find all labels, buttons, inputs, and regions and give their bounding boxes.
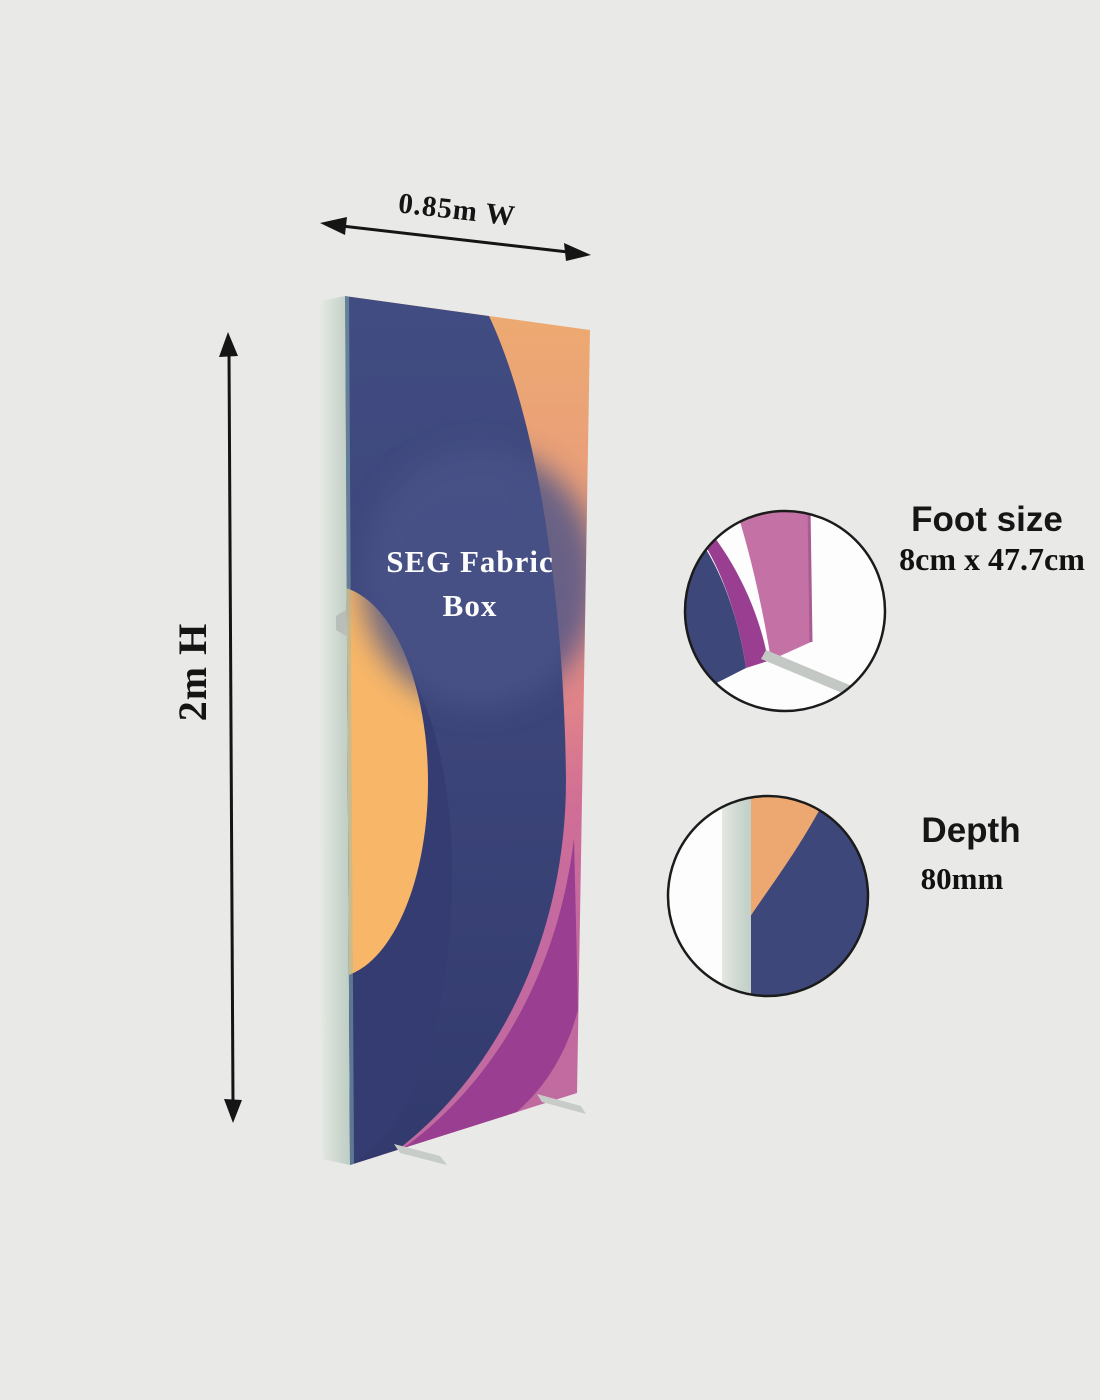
width-dimension-arrow [320, 217, 591, 261]
depth-zoom-side-panel [722, 796, 751, 996]
left-edge-highlight [345, 296, 354, 1165]
depth-circle-rim [666, 794, 870, 998]
banner-foot-left [394, 1144, 447, 1165]
depth-zoom-orange [750, 796, 828, 917]
height-dimension-arrow [219, 332, 242, 1123]
banner-face [345, 296, 590, 1165]
depth-value: 80mm [920, 861, 1004, 896]
banner-side-panel [317, 296, 350, 1165]
banner-foot-right [537, 1094, 586, 1114]
banner-title: SEG Fabric Box [350, 540, 590, 628]
banner-title-line1: SEG Fabric [386, 544, 554, 579]
width-arrowhead-left [320, 217, 347, 235]
yellow-circle [345, 586, 428, 978]
foot-zoom-magenta [688, 512, 768, 668]
foot-zoom-navy [685, 520, 746, 700]
height-arrowhead-bottom [224, 1099, 242, 1123]
height-arrowhead-top [219, 332, 238, 357]
depth-callout-circle [666, 794, 870, 998]
foot-zoom-pink-panel [737, 511, 811, 660]
width-arrow-line [341, 224, 569, 254]
height-dimension-label: 2m H [170, 622, 215, 722]
depth-title: Depth [921, 811, 1021, 850]
magenta-swoosh [370, 838, 578, 1165]
foot-size-value: 8cm x 47.7cm [899, 541, 1085, 577]
foot-zoom-panel-edge [807, 511, 813, 643]
height-arrow-line [227, 351, 235, 1104]
foot-size-title: Foot size [911, 500, 1063, 539]
foot-size-callout-circle [683, 509, 887, 713]
side-panel-tab [336, 610, 346, 636]
banner-title-line2: Box [442, 588, 498, 624]
width-arrowhead-right [564, 243, 591, 261]
foot-circle-rim [683, 509, 887, 713]
title-halo [362, 448, 590, 708]
seg-fabric-box-banner [317, 296, 590, 1165]
foot-zoom-foot [761, 650, 852, 695]
